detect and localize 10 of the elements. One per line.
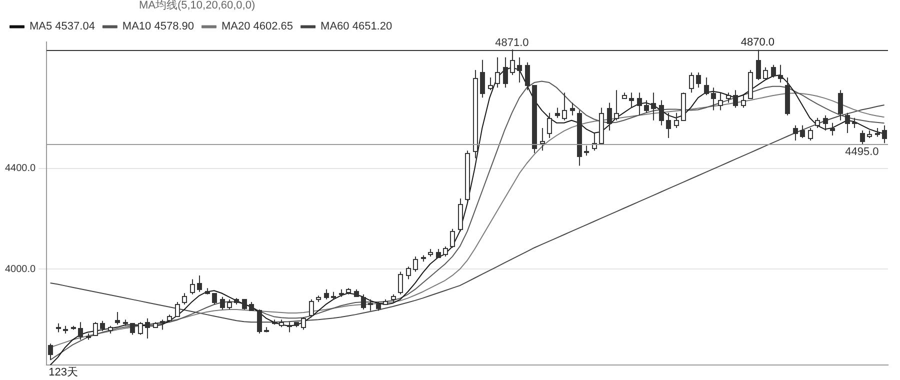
annotation: 4870.0 [740,36,775,48]
legend-label: MA20 4602.65 [221,20,294,33]
text: 123天 [48,366,78,379]
ref-line-label: 4871.0 [495,37,529,50]
legend-label: MA60 4651.20 [320,20,392,33]
y-tick-label: 4000.0 [4,264,36,275]
legend-label: MA5 4537.04 [30,20,95,33]
y-tick-label: 4400.0 [4,163,36,174]
ref-line-label: 4495.0 [845,146,879,158]
legend-label: MA10 4578.90 [122,20,194,33]
